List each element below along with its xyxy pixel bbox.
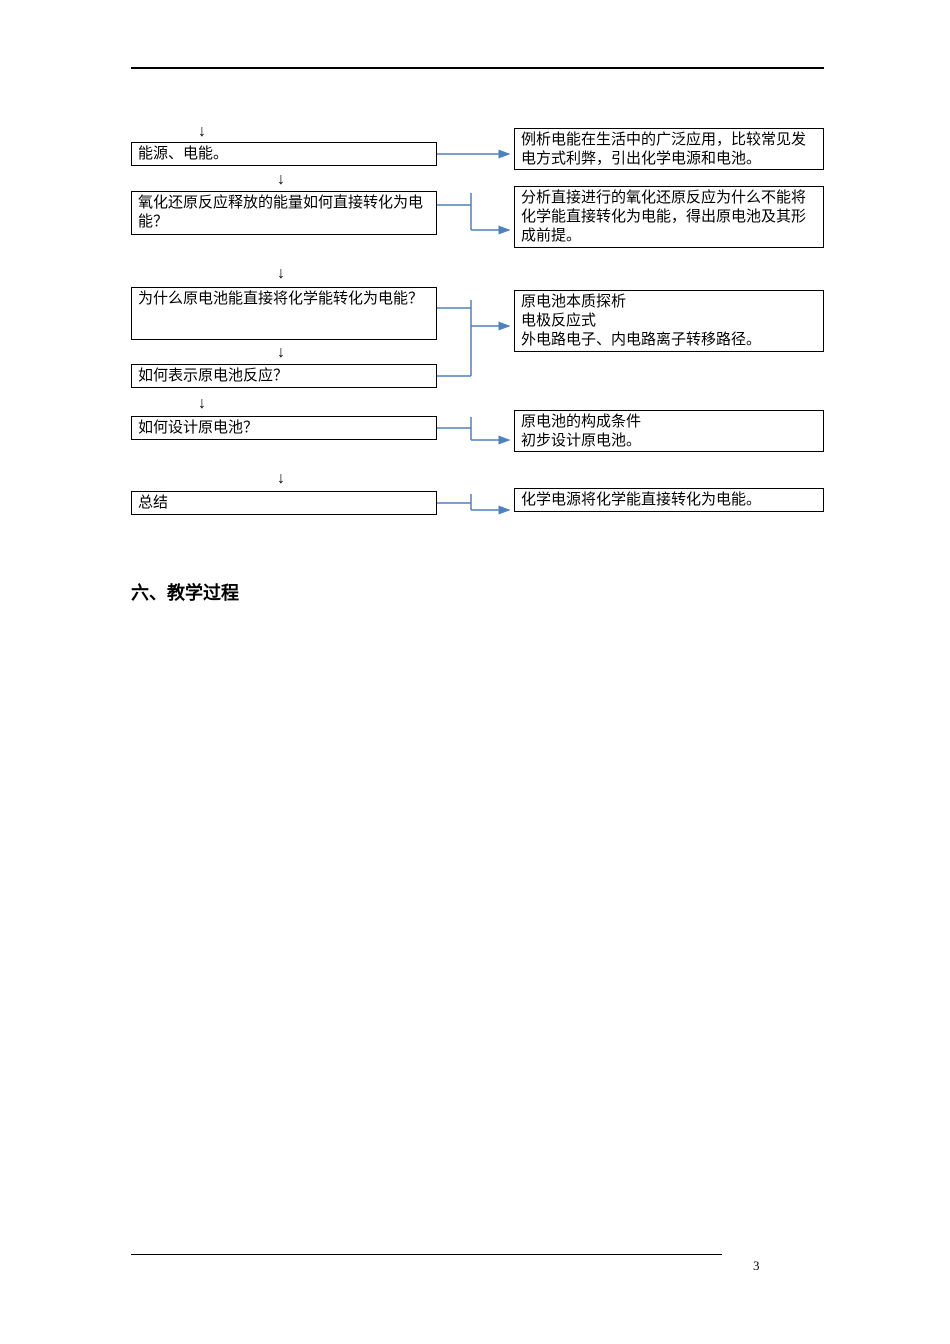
connector-lines bbox=[131, 120, 824, 530]
page-number: 3 bbox=[753, 1258, 760, 1274]
page: 能源、电能。 氧化还原反应释放的能量如何直接转化为电能？ 为什么原电池能直接将化… bbox=[0, 0, 950, 1344]
top-horizontal-rule bbox=[131, 67, 824, 69]
flowchart-diagram: 能源、电能。 氧化还原反应释放的能量如何直接转化为电能？ 为什么原电池能直接将化… bbox=[131, 120, 824, 530]
section-heading: 六、教学过程 bbox=[131, 579, 239, 605]
bottom-horizontal-rule bbox=[131, 1254, 722, 1255]
